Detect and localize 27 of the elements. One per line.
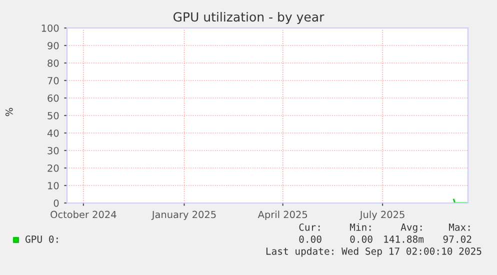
- y-tick-label: 40: [47, 129, 59, 137]
- y-tick-label: 100: [42, 24, 59, 32]
- x-tick-label: January 2025: [151, 210, 216, 220]
- text: 0.00: [299, 235, 322, 243]
- text: 0.00: [350, 235, 372, 243]
- text: Max:: [448, 224, 470, 231]
- y-tick-label: 60: [48, 94, 59, 102]
- chart-title: GPU utilization - by year: [174, 12, 324, 24]
- x-tick-label: July 2025: [359, 210, 404, 220]
- legend-label: GPU 0:: [25, 235, 58, 243]
- y-tick-label: 90: [48, 42, 59, 50]
- text: Avg:: [400, 224, 422, 233]
- y-axis-title: %: [5, 108, 13, 116]
- y-tick-label: 50: [48, 112, 59, 120]
- x-tick-label: April 2025: [258, 210, 308, 220]
- text: Min:: [350, 223, 371, 231]
- x-tick-label: October 2024: [50, 210, 116, 218]
- text: Last update: Wed Sep 17 02:00:10 2025: [266, 247, 482, 257]
- y-tick-label: 10: [48, 182, 59, 190]
- text: 141.88m: [384, 235, 424, 243]
- y-tick-label: 70: [48, 76, 59, 84]
- y-tick-label: 0: [54, 199, 59, 207]
- y-tick-label: 20: [48, 164, 59, 172]
- y-tick-label: 30: [48, 146, 59, 154]
- text: 97.02: [443, 235, 472, 243]
- y-tick-label: 80: [48, 59, 59, 67]
- text: Cur:: [299, 223, 320, 231]
